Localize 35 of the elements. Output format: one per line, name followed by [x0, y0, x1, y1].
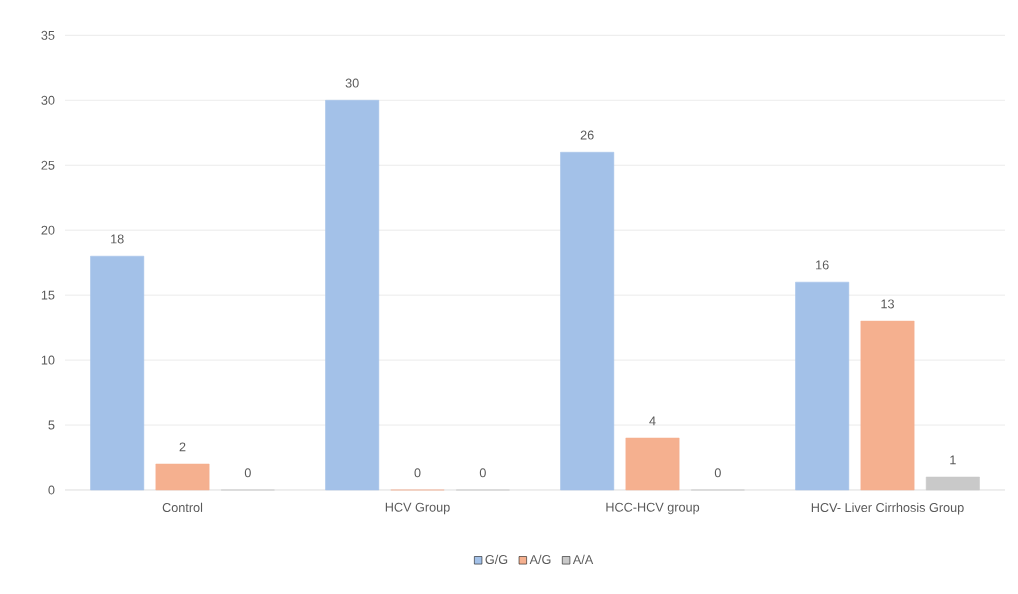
x-tick-label: HCV- Liver Cirrhosis Group — [811, 502, 964, 515]
bar — [860, 320, 915, 491]
legend-label: A/A — [572, 554, 594, 565]
bar — [90, 255, 145, 491]
bar — [625, 437, 680, 491]
bar — [325, 100, 380, 491]
data-label: 0 — [714, 468, 721, 478]
y-tick-label: 5 — [48, 420, 55, 430]
y-tick-label: 35 — [41, 30, 55, 40]
data-label: 18 — [111, 234, 124, 244]
data-label: 0 — [414, 468, 421, 478]
data-label: 16 — [816, 260, 829, 270]
y-tick-label: 0 — [48, 485, 55, 495]
data-label: 2 — [179, 442, 186, 452]
y-tick-label: 30 — [41, 95, 55, 105]
data-label: 26 — [580, 130, 594, 140]
x-tick-label: Control — [162, 502, 203, 513]
bar — [795, 281, 850, 491]
legend-label: G/G — [485, 554, 508, 565]
legend-label: A/G — [529, 554, 551, 565]
y-tick-label: 25 — [41, 160, 55, 170]
data-label: 0 — [244, 468, 251, 478]
data-label: 13 — [881, 299, 894, 309]
bar — [925, 476, 980, 491]
data-label: 4 — [649, 416, 656, 426]
x-tick-label: HCC-HCV group — [606, 502, 700, 515]
data-label: 0 — [479, 468, 486, 478]
y-tick-label: 20 — [41, 225, 55, 235]
x-tick-label: HCV Group — [385, 502, 450, 515]
data-label: 30 — [345, 78, 359, 88]
y-tick-label: 10 — [41, 355, 55, 365]
bar — [155, 463, 210, 491]
data-label: 1 — [950, 455, 956, 465]
y-tick-label: 15 — [41, 290, 55, 300]
bar — [560, 151, 615, 491]
